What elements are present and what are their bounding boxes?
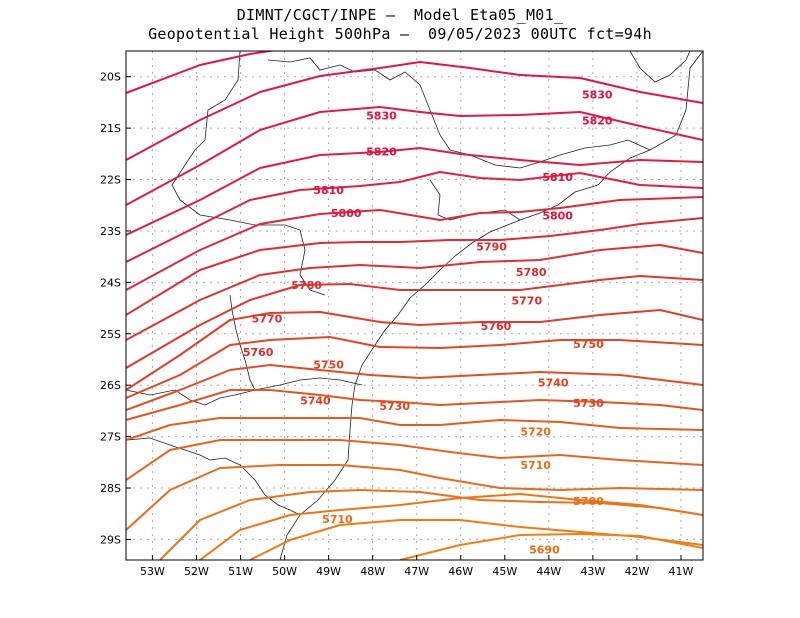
contour-label: 5830 (582, 89, 613, 102)
lon-tick-label: 49W (316, 565, 341, 578)
contour-line (126, 147, 703, 236)
contour-line (126, 196, 703, 291)
lat-tick-label: 28S (100, 482, 121, 495)
contour-label: 5810 (542, 171, 573, 184)
state-border-3 (126, 437, 301, 516)
contour-line (126, 51, 277, 94)
contour-line (126, 171, 703, 263)
contour-label: 5750 (313, 359, 344, 372)
contour-line (126, 61, 703, 161)
contour-line (249, 519, 703, 560)
lat-axis: 20S 21S 22S 23S 24S 25S 26S 27S 28S 29S (100, 71, 131, 546)
contour-line (399, 533, 703, 560)
lat-tick-label: 23S (100, 225, 121, 238)
contour-label: 5690 (529, 544, 560, 557)
contour-line (126, 244, 703, 341)
contour-label: 5800 (542, 210, 573, 223)
coastline-borders (126, 51, 703, 560)
contour-label: 5760 (243, 346, 274, 359)
contour-label: 5770 (252, 312, 283, 325)
contour-line (126, 439, 703, 481)
state-border-4 (267, 57, 651, 169)
lon-axis: 53W 52W 51W 50W 49W 48W 47W 46W 45W 44W 43W 42W 41W (140, 555, 694, 578)
contour-label: 5700 (573, 495, 604, 508)
lat-tick-label: 29S (100, 533, 121, 546)
lat-tick-label: 25S (100, 328, 121, 341)
state-border-2 (126, 377, 363, 406)
contour-label: 5810 (313, 184, 344, 197)
lon-tick-label: 48W (360, 565, 385, 578)
contour-label: 5770 (512, 294, 543, 307)
contour-line (126, 417, 703, 441)
lon-tick-label: 44W (536, 565, 561, 578)
lat-tick-label: 21S (100, 122, 121, 135)
contour-line (199, 493, 703, 560)
lon-tick-label: 46W (448, 565, 473, 578)
contour-line (126, 464, 703, 531)
contour-label: 5720 (520, 425, 551, 438)
contour-label: 5780 (291, 279, 322, 292)
contour-label: 5730 (379, 400, 410, 413)
contour-label: 5800 (331, 207, 362, 220)
contour-label: 5830 (366, 109, 397, 122)
lon-tick-label: 41W (669, 565, 694, 578)
lon-tick-label: 50W (272, 565, 297, 578)
contour-line (126, 336, 703, 399)
chart-title-line2: Geopotential Height 500hPa — 09/05/2023 … (148, 25, 652, 43)
lat-tick-label: 24S (100, 276, 121, 289)
state-border-1 (171, 51, 326, 296)
contour-label: 5780 (516, 266, 547, 279)
contour-lines (126, 51, 703, 560)
lat-tick-label: 27S (100, 431, 121, 444)
contour-line (126, 364, 703, 411)
state-border-7 (629, 51, 691, 83)
lon-tick-label: 45W (492, 565, 517, 578)
contour-label: 5750 (573, 338, 604, 351)
contour-label: 5820 (582, 114, 613, 127)
contour-label: 5730 (573, 397, 604, 410)
contour-label: 5710 (322, 513, 353, 526)
coastline (279, 51, 703, 560)
contour-label: 5820 (366, 145, 397, 158)
contour-labels: 5830 5830 5820 5820 5810 5810 5800 5800 5790 5780… (243, 89, 613, 557)
contour-label: 5740 (300, 395, 331, 408)
lon-tick-label: 52W (184, 565, 209, 578)
contour-label: 5760 (481, 320, 512, 333)
plot-frame (125, 50, 704, 561)
lon-tick-label: 47W (404, 565, 429, 578)
contour-line (126, 106, 703, 206)
contour-line (159, 489, 703, 560)
lat-tick-label: 26S (100, 379, 121, 392)
lon-tick-label: 42W (624, 565, 649, 578)
chart-title-line1: DIMNT/CGCT/INPE — Model Eta05_M01_ (236, 6, 564, 24)
contour-line (126, 275, 703, 369)
contour-label: 5740 (538, 377, 569, 390)
contour-line (126, 217, 703, 316)
contour-label: 5790 (476, 240, 507, 253)
lat-tick-label: 22S (100, 174, 121, 187)
contour-line (126, 389, 703, 421)
contour-label: 5710 (520, 459, 551, 472)
gridlines (126, 51, 703, 560)
lon-tick-label: 51W (228, 565, 253, 578)
lat-tick-label: 20S (100, 71, 121, 84)
lon-tick-label: 43W (580, 565, 605, 578)
lon-tick-label: 53W (140, 565, 165, 578)
contour-line (126, 309, 703, 391)
